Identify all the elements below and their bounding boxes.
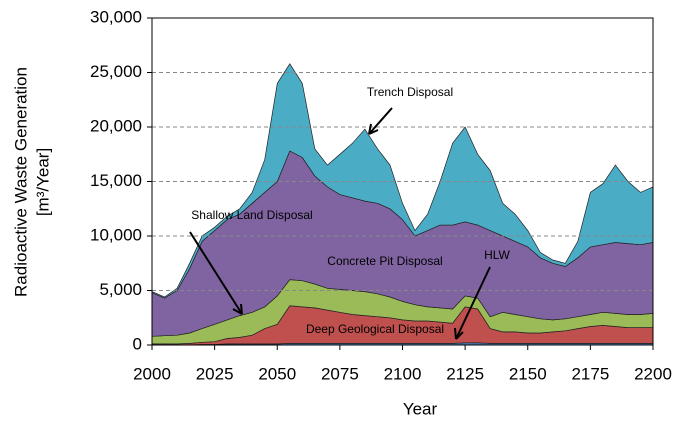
y-tick-label: 5,000	[99, 280, 142, 299]
x-tick-label: 2075	[321, 364, 359, 383]
arrowhead	[454, 327, 464, 340]
x-tick-label: 2150	[509, 364, 547, 383]
x-tick-label: 2100	[384, 364, 422, 383]
annotation: Concrete Pit Disposal	[327, 254, 442, 268]
y-axis-label: Radioactive Waste Generation	[11, 67, 30, 297]
y-axis-label: [m³/Year]	[33, 148, 52, 216]
arrow	[189, 231, 243, 315]
annotation: Deep Geological Disposal	[306, 322, 444, 336]
x-tick-label: 2000	[133, 364, 171, 383]
arrowhead	[232, 303, 243, 315]
arrow	[455, 266, 491, 340]
arrow	[368, 107, 393, 135]
x-tick-label: 2050	[258, 364, 296, 383]
x-axis-label: Year	[403, 399, 438, 418]
y-tick-label: 30,000	[90, 7, 142, 26]
y-tick-label: 10,000	[90, 225, 142, 244]
y-tick-label: 0	[133, 334, 142, 353]
annotation: Shallow Land Disposal	[191, 208, 312, 222]
annotation: Trench Disposal	[367, 85, 453, 99]
y-tick-label: 25,000	[90, 62, 142, 81]
y-tick-label: 15,000	[90, 171, 142, 190]
arrowhead	[368, 123, 379, 135]
y-tick-label: 20,000	[90, 116, 142, 135]
x-tick-label: 2200	[634, 364, 672, 383]
x-tick-label: 2175	[571, 364, 609, 383]
annotation: HLW	[484, 248, 510, 262]
plot-area	[151, 63, 654, 346]
x-tick-label: 2025	[196, 364, 234, 383]
annotations: Trench Disposal Shallow Land Disposal Co…	[189, 85, 511, 340]
x-tick-label: 2125	[446, 364, 484, 383]
